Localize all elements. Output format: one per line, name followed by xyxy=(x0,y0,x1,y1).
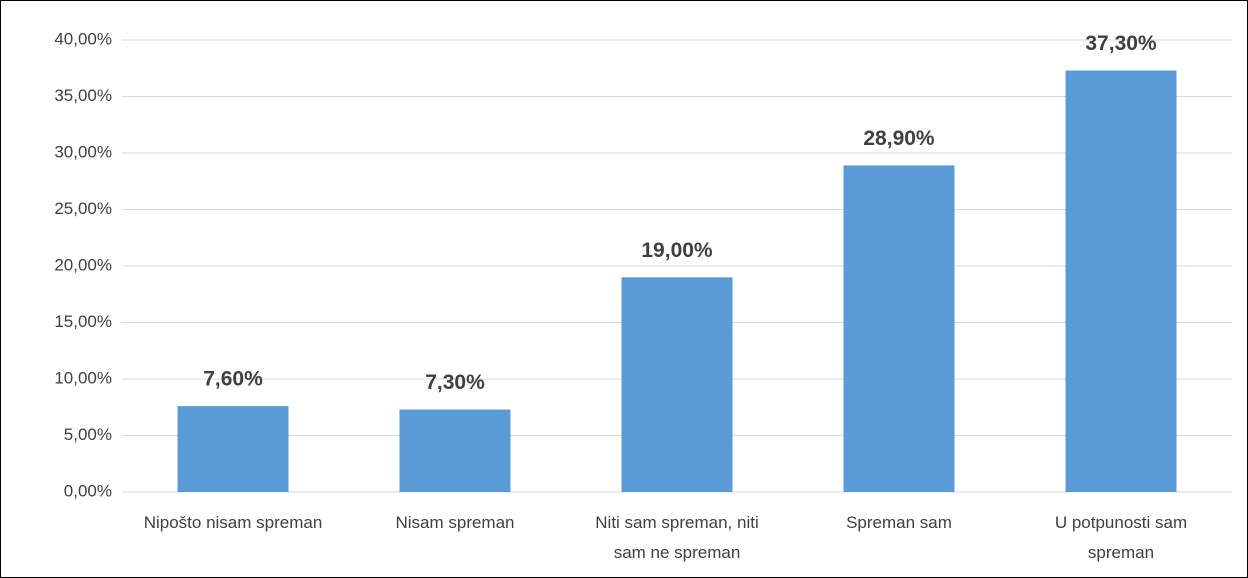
bar xyxy=(843,165,955,492)
bar xyxy=(399,409,511,492)
y-tick-label: 5,00% xyxy=(64,425,112,444)
value-label: 7,30% xyxy=(425,371,485,394)
x-tick-label: Niti sam spreman, niti sam ne spreman xyxy=(595,513,759,562)
x-tick-label: U potpunosti sam spreman xyxy=(1054,513,1188,562)
x-tick-label: Spreman sam xyxy=(846,513,952,532)
y-tick-label: 0,00% xyxy=(64,481,112,500)
value-label: 28,90% xyxy=(863,127,935,150)
y-tick-label: 10,00% xyxy=(54,368,112,387)
bar xyxy=(177,406,289,492)
value-label: 7,60% xyxy=(203,368,263,391)
y-tick-label: 20,00% xyxy=(54,255,112,274)
y-tick-label: 15,00% xyxy=(54,312,112,331)
bar xyxy=(621,277,733,492)
x-tick-label: Nisam spreman xyxy=(395,513,515,532)
value-label: 37,30% xyxy=(1085,32,1157,55)
y-tick-label: 25,00% xyxy=(54,199,112,218)
y-tick-label: 40,00% xyxy=(54,29,112,48)
x-tick-label: Nipošto nisam spreman xyxy=(143,513,323,532)
y-tick-label: 30,00% xyxy=(54,142,112,161)
value-label: 19,00% xyxy=(641,239,713,262)
bar xyxy=(1065,70,1177,492)
y-tick-label: 35,00% xyxy=(54,86,112,105)
